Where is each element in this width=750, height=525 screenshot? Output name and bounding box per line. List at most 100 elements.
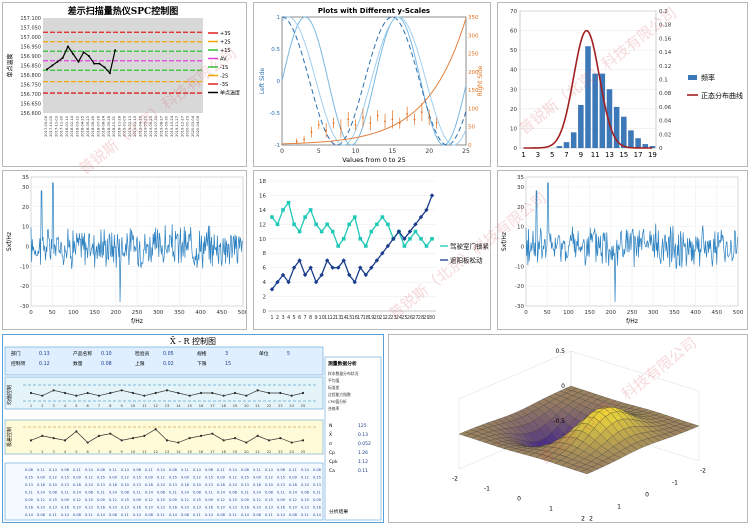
data-point	[358, 236, 363, 241]
right-tick-label: 0.06	[659, 105, 672, 111]
data-cell: 0.12	[193, 476, 201, 480]
data-cell: 0.16	[25, 506, 33, 510]
lower-x-tick: 24	[289, 450, 294, 454]
lower-x-tick: 6	[87, 450, 89, 454]
data-point	[108, 72, 111, 75]
data-cell: 0.11	[145, 468, 153, 472]
data-cell: 0.13	[205, 483, 213, 487]
upper-x-tick: 1	[30, 404, 32, 408]
data-cell: 0.16	[61, 506, 69, 510]
x-tick-label: 2	[581, 516, 585, 523]
x-tick-label: 18	[363, 315, 369, 321]
data-cell: 0.10	[217, 506, 225, 510]
info-value: 0.10	[101, 351, 112, 357]
data-point	[51, 64, 54, 67]
x-tick-label: 17	[357, 315, 363, 321]
histogram-chart: 7060504030201000.20.180.160.140.120.10.0…	[510, 9, 743, 159]
left-tick-label: -0.5	[269, 111, 280, 117]
x-tick-label: 250	[132, 310, 143, 316]
data-cell: 0.14	[145, 491, 154, 495]
upper-x-tick: 24	[289, 404, 294, 408]
data-cell: 0.12	[229, 476, 237, 480]
data-cell: 0.15	[25, 476, 33, 480]
legend-label: +1S	[220, 48, 231, 54]
y-tick-label: 30	[517, 185, 524, 191]
data-cell: 0.16	[145, 483, 153, 487]
y-tick-label: 156.850	[20, 64, 41, 70]
data-cell: 0.16	[109, 483, 117, 487]
lower-x-tick: 25	[301, 450, 305, 454]
error-point	[420, 111, 423, 113]
x-tick-label: 2018-10-31	[112, 116, 116, 137]
y-tick-label: -2	[700, 468, 706, 475]
x-tick-label: 450	[712, 310, 723, 316]
x-tick-label: 26	[407, 315, 413, 321]
data-cell: 0.10	[193, 483, 201, 487]
y-tick-label: 156.700	[20, 92, 41, 98]
x-tick-label: 30	[429, 315, 435, 321]
data-point	[292, 222, 296, 227]
data-point	[103, 66, 106, 69]
data-cell: 0.13	[97, 483, 105, 487]
x-tick-label: 2018-02-14	[70, 115, 74, 137]
data-cell: 0.14	[265, 468, 274, 472]
data-cell: 0.15	[97, 476, 105, 480]
data-cell: 0.14	[301, 468, 310, 472]
data-point	[297, 229, 302, 234]
x-tick-label: 22	[385, 315, 391, 321]
y-axis-label: Sxf/Hz	[6, 232, 13, 251]
y-tick-label: 156.650	[20, 102, 41, 108]
x-tick-label: 2017-11-03	[54, 116, 58, 137]
x-tick-label: 2019-10-24	[170, 115, 174, 137]
upper-x-tick: 18	[221, 404, 225, 408]
stats-label: Cpk	[329, 459, 338, 465]
x-tick-label: 14	[341, 315, 347, 321]
x-tick-label: 300	[153, 310, 164, 316]
plot-background	[43, 18, 203, 113]
data-cell: 0.09	[253, 476, 261, 480]
data-cell: 0.13	[121, 506, 129, 510]
sine-curve	[281, 16, 467, 146]
data-cell: 0.08	[205, 468, 213, 472]
data-cell: 0.11	[253, 468, 261, 472]
data-cell: 0.12	[253, 498, 261, 502]
stats-label: Ca	[329, 468, 335, 474]
stats-value: 1.12	[358, 459, 368, 465]
x-tick-label: 15	[619, 151, 628, 159]
right-tick-label: 0.2	[659, 9, 668, 15]
data-cell: 0.12	[217, 498, 225, 502]
data-cell: 0.10	[289, 506, 297, 510]
y-tick-label: 20	[517, 205, 524, 211]
x-tick-label: 100	[68, 310, 79, 316]
upper-x-tick: 13	[165, 404, 169, 408]
data-cell: 0.10	[85, 483, 93, 487]
y-tick-label: 1	[617, 504, 621, 511]
data-point	[424, 244, 429, 248]
data-cell: 0.09	[133, 498, 141, 502]
histogram-bar	[649, 146, 656, 148]
left-tick-label: 0	[277, 79, 281, 85]
data-point	[396, 229, 402, 234]
spc-chart: 差示扫描量热仪SPC控制图 157.100 157.050 157.000 156.95…	[6, 5, 240, 137]
x-tick-label: 400	[195, 310, 206, 316]
data-cell: 0.13	[61, 483, 69, 487]
data-cell: 0.16	[73, 483, 81, 487]
x-tick-label: 0	[524, 310, 528, 316]
x-tick-label: 2019-12-27	[180, 116, 184, 137]
y-tick-label: 157.050	[20, 26, 41, 32]
x-tick-label: 2017-10-05	[49, 116, 53, 137]
right-tick-label: 0.18	[659, 23, 672, 29]
data-cell: 0.10	[265, 483, 273, 487]
data-cell: 0.08	[253, 513, 261, 517]
data-cell: 0.11	[61, 491, 69, 495]
data-cell: 0.13	[277, 483, 285, 487]
data-cell: 0.12	[37, 498, 45, 502]
right-tick-label: 0.16	[659, 36, 672, 42]
data-cell: 0.11	[289, 468, 297, 472]
right-tick-label: 0	[468, 143, 472, 149]
x-tick-label: 2020-04-08	[196, 115, 200, 137]
data-cell: 0.09	[145, 476, 153, 480]
sine-curve-light	[281, 16, 467, 146]
y-tick-label: 6	[263, 266, 267, 272]
x-tick-label: 2019-05-22	[144, 116, 148, 137]
